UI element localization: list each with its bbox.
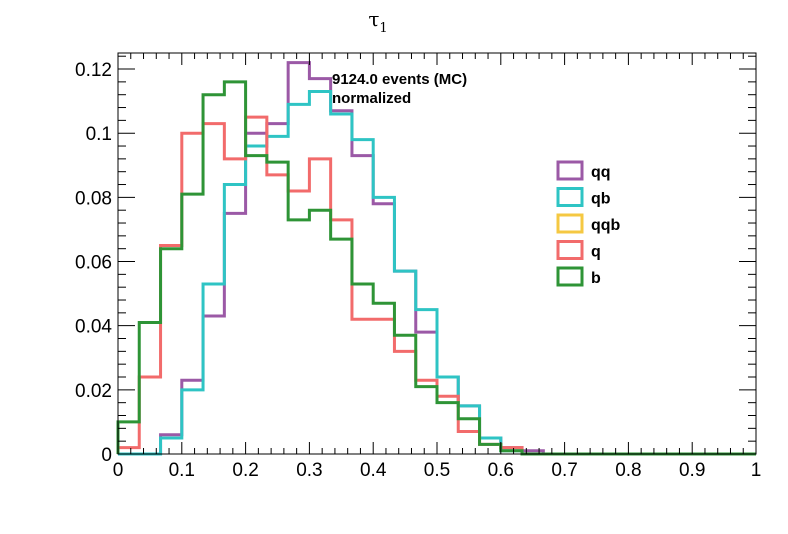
legend-swatch-q [556, 240, 584, 260]
legend-swatch-b [556, 266, 584, 287]
annotation-normalized: normalized [332, 90, 411, 107]
annotation: 9124.0 events (MC) normalized [332, 71, 467, 107]
y-tick-label: 0.08 [75, 188, 112, 209]
y-axis: 0 0.02 0.04 0.06 0.08 0.1 0.12 [75, 55, 756, 466]
x-tick-label: 0.5 [424, 460, 450, 481]
x-tick-label: 0.7 [551, 460, 577, 481]
y-tick-label: 0.06 [75, 253, 112, 274]
legend-label-q: q [591, 244, 601, 261]
legend-swatch-qqb [556, 213, 584, 234]
histogram-series [116, 61, 756, 456]
annotation-events: 9124.0 events (MC) [332, 71, 467, 88]
x-tick-label: 0.9 [679, 460, 705, 481]
x-tick-label: 0.6 [488, 460, 514, 481]
x-tick-label: 1 [751, 460, 762, 481]
x-axis: 0 0.1 0.2 0.3 0.4 0.5 0.6 0.7 0.8 0.9 1 [113, 53, 762, 481]
legend-swatch-qb [556, 187, 584, 207]
y-tick-label: 0.12 [75, 60, 112, 81]
legend-label-b: b [591, 270, 601, 287]
legend-label-qqb: qqb [591, 217, 621, 234]
legend-label-qq: qq [591, 164, 611, 181]
chart-title-text: τ1 [368, 7, 387, 36]
x-tick-label: 0 [113, 460, 124, 481]
x-tick-label: 0.4 [360, 460, 387, 481]
x-tick-label: 0.2 [232, 460, 258, 481]
x-tick-label: 0.3 [296, 460, 322, 481]
series-b-line [116, 80, 756, 456]
x-tick-label: 0.1 [169, 460, 195, 481]
y-tick-label: 0.02 [75, 381, 112, 402]
y-tick-label: 0.04 [75, 317, 112, 338]
y-tick-label: 0.1 [86, 124, 112, 145]
legend-swatch-qq [556, 160, 584, 181]
legend-label-qb: qb [591, 191, 611, 208]
chart-title: τ1 [368, 7, 387, 36]
y-tick-label: 0 [101, 445, 112, 466]
x-tick-label: 0.8 [615, 460, 641, 481]
